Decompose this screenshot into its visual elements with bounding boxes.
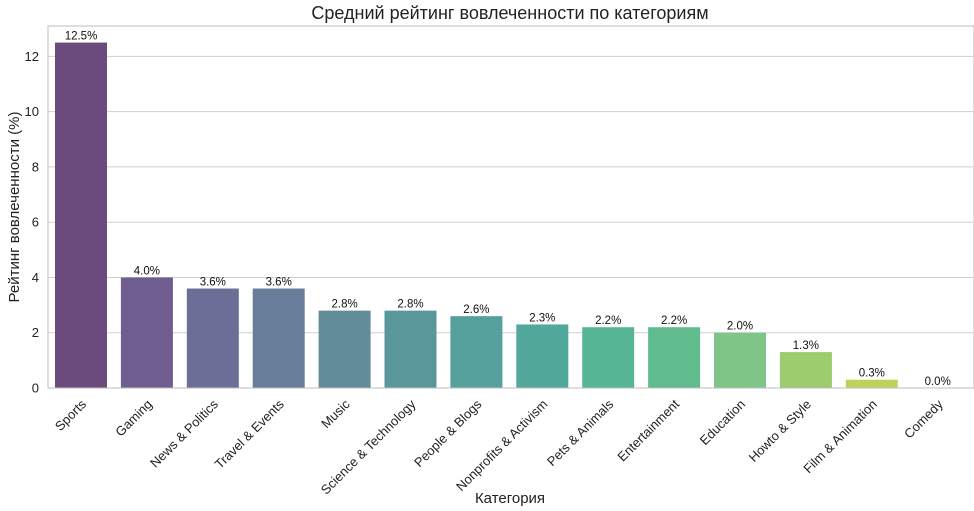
x-tick-label: Comedy — [901, 396, 946, 441]
y-tick-label: 4 — [32, 270, 39, 285]
bar-value-label: 12.5% — [65, 31, 98, 43]
x-tick-label: Travel & Events — [212, 396, 287, 471]
bar-value-label: 3.6% — [200, 277, 226, 289]
bar-value-label: 0.3% — [859, 368, 885, 380]
bar-value-label: 2.2% — [661, 315, 687, 327]
bar — [318, 310, 371, 388]
y-axis-label: Рейтинг вовлеченности (%) — [6, 112, 23, 303]
y-tick-label: 8 — [32, 159, 39, 174]
bar-value-label: 2.0% — [727, 321, 753, 333]
x-tick-label: Entertainment — [614, 396, 682, 464]
bar — [120, 277, 173, 388]
y-tick-label: 0 — [32, 381, 39, 396]
x-axis-label: Категория — [475, 490, 545, 507]
bar-value-label: 2.3% — [529, 312, 555, 324]
bar-value-label: 2.8% — [331, 299, 357, 311]
x-tick-label: Gaming — [112, 397, 155, 440]
y-tick-label: 10 — [25, 104, 39, 119]
bar — [516, 324, 569, 388]
bar — [186, 288, 239, 388]
bar-value-label: 3.6% — [266, 277, 292, 289]
y-tick-label: 12 — [25, 49, 39, 64]
x-tick-label: Music — [318, 396, 353, 431]
bar-value-label: 2.8% — [397, 299, 423, 311]
chart-title: Средний рейтинг вовлеченности по категор… — [311, 3, 708, 23]
bar — [648, 327, 701, 388]
x-tick-label: People & Blogs — [411, 396, 485, 470]
x-tick-label: News & Politics — [147, 396, 221, 470]
bar — [384, 310, 437, 388]
y-tick-label: 2 — [32, 325, 39, 340]
bar — [252, 288, 305, 388]
bar — [582, 327, 635, 388]
bar-value-label: 2.2% — [595, 315, 621, 327]
bar — [450, 316, 503, 388]
bar-value-label: 4.0% — [134, 265, 160, 277]
x-tick-label: Sports — [52, 396, 90, 434]
bar-value-label: 0.0% — [925, 376, 951, 388]
x-tick-label: Education — [697, 397, 748, 448]
x-tick-label: Pets & Animals — [544, 396, 617, 469]
bar — [779, 352, 832, 388]
bar — [714, 332, 766, 388]
x-tick-label: Howto & Style — [746, 397, 814, 465]
plot-frame — [47, 25, 974, 389]
bar — [845, 379, 898, 388]
bar-value-label: 2.6% — [463, 304, 489, 316]
y-tick-label: 6 — [32, 215, 39, 230]
bar — [55, 42, 107, 389]
bar-value-label: 1.3% — [793, 340, 819, 352]
